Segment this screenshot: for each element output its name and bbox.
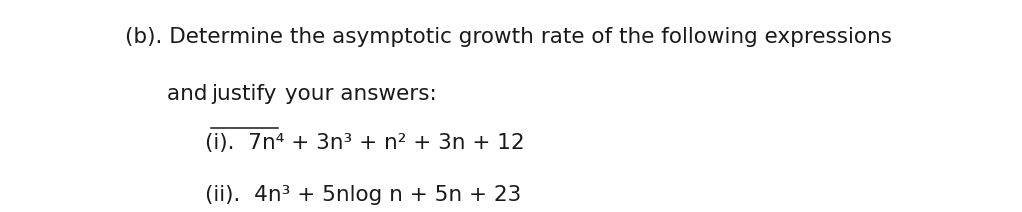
Text: your answers:: your answers: — [278, 84, 436, 104]
Text: justify: justify — [212, 84, 277, 104]
Text: (i).  7n⁴ + 3n³ + n² + 3n + 12: (i). 7n⁴ + 3n³ + n² + 3n + 12 — [204, 132, 524, 153]
Text: (ii).  4n³ + 5nlog n + 5n + 23: (ii). 4n³ + 5nlog n + 5n + 23 — [204, 185, 521, 205]
Text: and: and — [167, 84, 215, 104]
Text: (b). Determine the asymptotic growth rate of the following expressions: (b). Determine the asymptotic growth rat… — [125, 27, 892, 47]
